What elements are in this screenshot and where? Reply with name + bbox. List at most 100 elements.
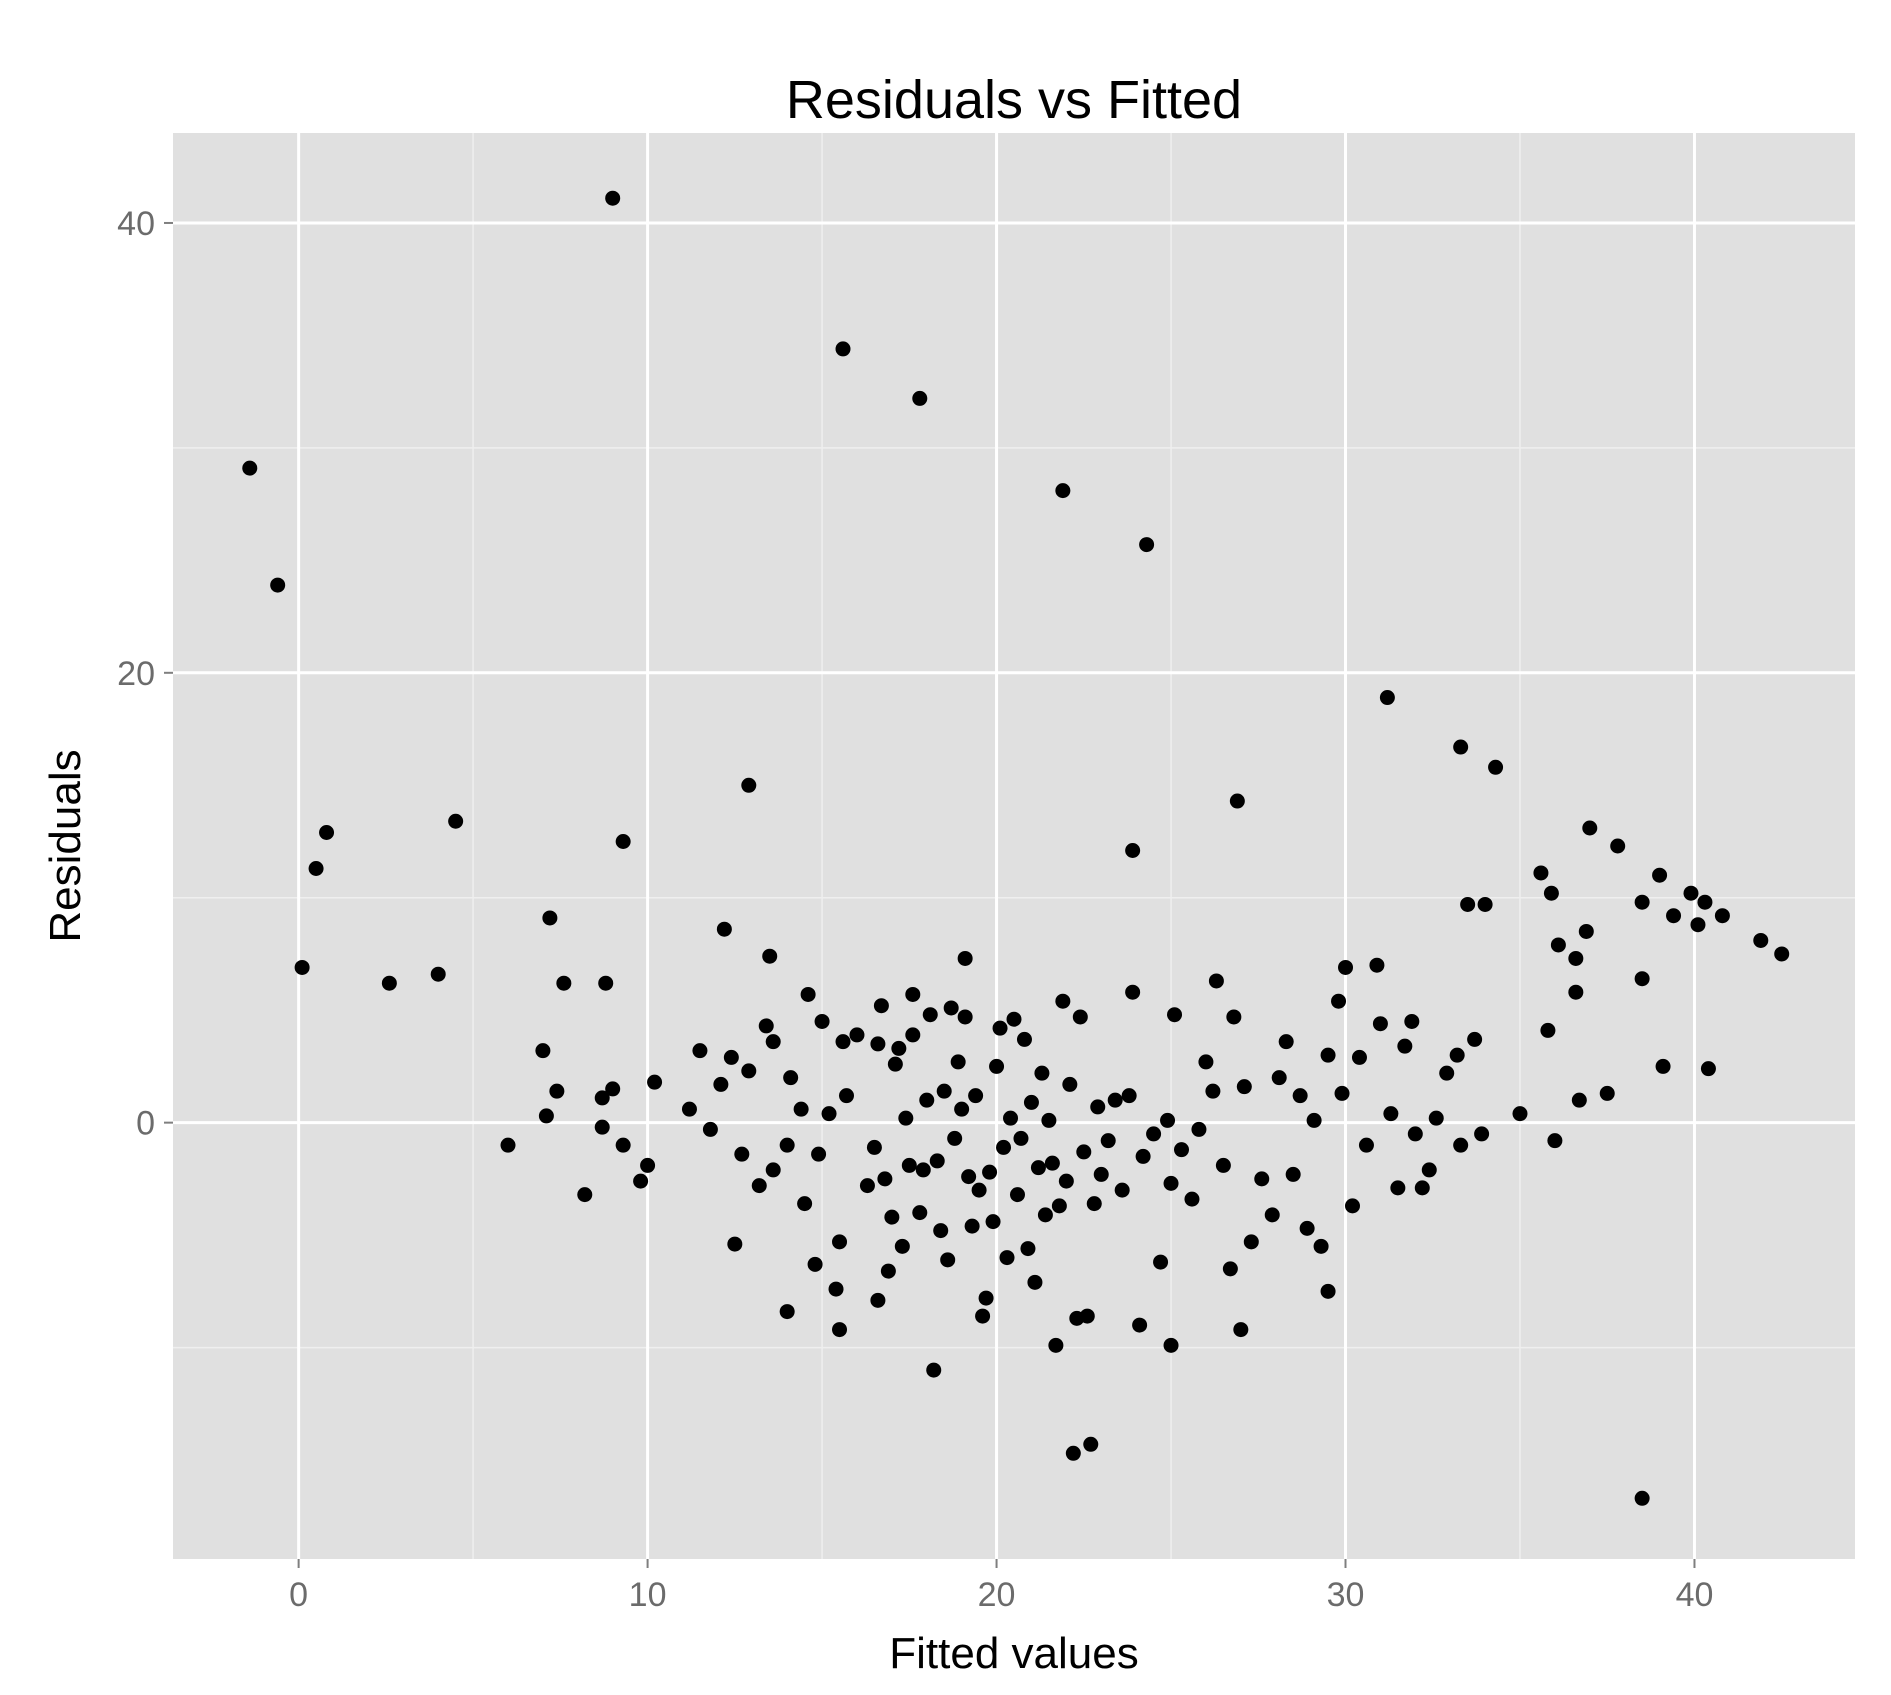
scatter-point: [381, 975, 397, 991]
scatter-point: [797, 1196, 813, 1212]
scatter-point: [1146, 1126, 1162, 1142]
scatter-point: [964, 1218, 980, 1234]
scatter-point: [873, 998, 889, 1014]
scatter-point: [1278, 1034, 1294, 1050]
scatter-point: [870, 1036, 886, 1052]
scatter-point: [971, 1182, 987, 1198]
scatter-point: [1198, 1054, 1214, 1070]
scatter-point: [1167, 1007, 1183, 1023]
scatter-point: [294, 959, 310, 975]
scatter-point: [783, 1070, 799, 1086]
data-points: [242, 190, 1790, 1506]
scatter-point: [835, 1034, 851, 1050]
scatter-point: [1013, 1130, 1029, 1146]
scatter-point: [319, 825, 335, 841]
scatter-point: [884, 1209, 900, 1225]
scatter-point: [615, 1137, 631, 1153]
scatter-point: [1233, 1322, 1249, 1338]
scatter-point: [1027, 1274, 1043, 1290]
scatter-point: [821, 1106, 837, 1122]
scatter-point: [1488, 759, 1504, 775]
minor-gridlines: [173, 133, 1855, 1559]
scatter-point: [1379, 690, 1395, 706]
scatter-point: [1358, 1137, 1374, 1153]
scatter-point: [1414, 1180, 1430, 1196]
scatter-point: [605, 1081, 621, 1097]
scatter-point: [605, 190, 621, 206]
scatter-point: [800, 986, 816, 1002]
scatter-point: [1114, 1182, 1130, 1198]
scatter-point: [1243, 1234, 1259, 1250]
scatter-point: [1477, 896, 1493, 912]
scatter-point: [1449, 1047, 1465, 1063]
scatter-point: [242, 460, 258, 476]
scatter-point: [556, 975, 572, 991]
scatter-point: [1421, 1162, 1437, 1178]
scatter-point: [1610, 838, 1626, 854]
scatter-point: [1292, 1088, 1308, 1104]
scatter-point: [692, 1043, 708, 1059]
scatter-point: [1003, 1110, 1019, 1126]
scatter-point: [1582, 820, 1598, 836]
scatter-point: [811, 1146, 827, 1162]
scatter-point: [1086, 1196, 1102, 1212]
scatter-point: [1125, 984, 1141, 1000]
scatter-point: [716, 921, 732, 937]
scatter-point: [1090, 1099, 1106, 1115]
x-axis-title: Fitted values: [889, 1629, 1138, 1678]
scatter-point: [1215, 1157, 1231, 1173]
scatter-point: [1006, 1011, 1022, 1027]
scatter-point: [1683, 885, 1699, 901]
scatter-point: [1655, 1058, 1671, 1074]
scatter-point: [1714, 908, 1730, 924]
scatter-point: [905, 1027, 921, 1043]
scatter-point: [762, 948, 778, 964]
scatter-point: [1453, 1137, 1469, 1153]
scatter-point: [1634, 971, 1650, 987]
scatter-point: [1344, 1198, 1360, 1214]
scatter-point: [807, 1256, 823, 1272]
scatter-point: [880, 1263, 896, 1279]
scatter-point: [1578, 923, 1594, 939]
scatter-point: [1125, 842, 1141, 858]
scatter-point: [1568, 950, 1584, 966]
scatter-point: [922, 1007, 938, 1023]
scatter-point: [989, 1058, 1005, 1074]
scatter-point: [901, 1157, 917, 1173]
scatter-point: [1700, 1061, 1716, 1077]
scatter-point: [1543, 885, 1559, 901]
x-axis-ticks: 0 10 20 30 40: [289, 1559, 1713, 1614]
scatter-point: [1076, 1144, 1092, 1160]
scatter-point: [912, 390, 928, 406]
scatter-point: [954, 1101, 970, 1117]
scatter-point: [598, 975, 614, 991]
scatter-point: [1055, 483, 1071, 499]
scatter-point: [1334, 1085, 1350, 1101]
y-axis-ticks: 0 20 40: [117, 205, 173, 1143]
scatter-point: [549, 1083, 565, 1099]
scatter-point: [975, 1308, 991, 1324]
scatter-point: [936, 1083, 952, 1099]
scatter-point: [647, 1074, 663, 1090]
scatter-point: [1264, 1207, 1280, 1223]
scatter-point: [1135, 1148, 1151, 1164]
scatter-point: [919, 1092, 935, 1108]
scatter-point: [1467, 1031, 1483, 1047]
scatter-point: [1634, 1490, 1650, 1506]
scatter-point: [1285, 1166, 1301, 1182]
scatter-point: [1439, 1065, 1455, 1081]
scatter-point: [713, 1076, 729, 1092]
scatter-point: [1338, 959, 1354, 975]
scatter-point: [1037, 1207, 1053, 1223]
scatter-point: [1351, 1049, 1367, 1065]
scatter-point: [1041, 1112, 1057, 1128]
scatter-point: [1229, 793, 1245, 809]
scatter-point: [727, 1236, 743, 1252]
scatter-point: [1383, 1106, 1399, 1122]
chart-title: Residuals vs Fitted: [786, 70, 1242, 130]
scatter-point: [1208, 973, 1224, 989]
scatter-point: [835, 341, 851, 357]
scatter-point: [640, 1157, 656, 1173]
scatter-point: [1331, 993, 1347, 1009]
